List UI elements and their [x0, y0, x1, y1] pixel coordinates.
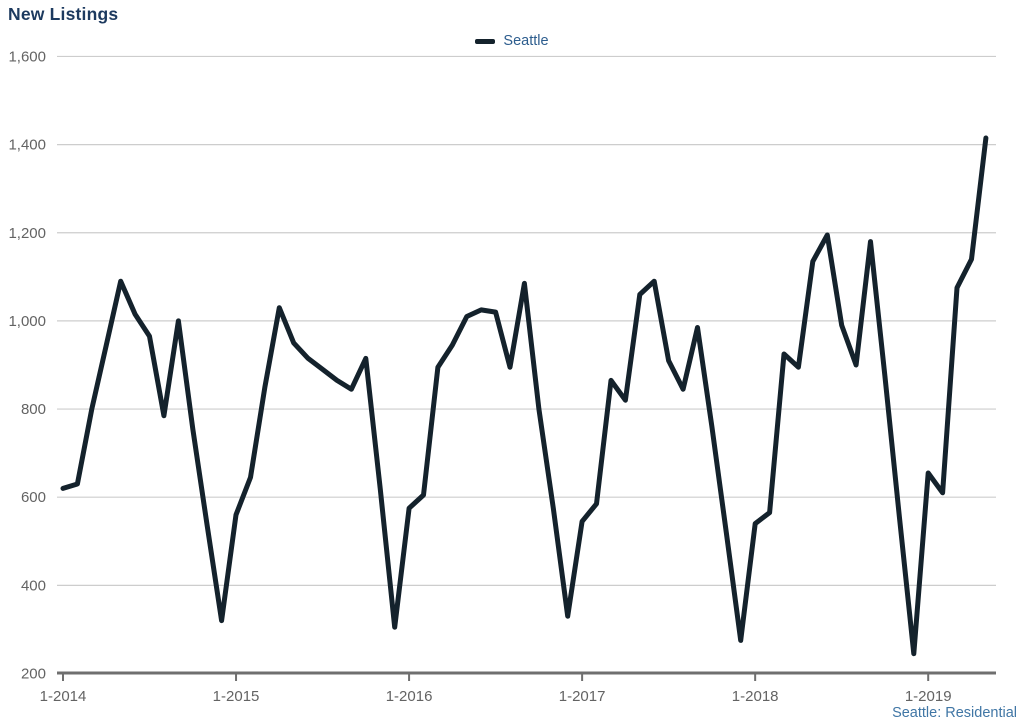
y-axis-label: 1,400: [8, 137, 46, 154]
y-axis-label: 800: [21, 401, 46, 418]
chart-source-label: Seattle: Residential: [892, 705, 1017, 721]
y-axis-label: 600: [21, 489, 46, 506]
x-axis-label: 1-2017: [559, 688, 606, 705]
y-axis-label: 1,000: [8, 313, 46, 330]
x-axis-label: 1-2016: [386, 688, 433, 705]
y-axis-label: 400: [21, 577, 46, 594]
seattle-series-line: [60, 135, 989, 657]
y-axis-label: 200: [21, 666, 46, 683]
y-axis-label: 1,600: [8, 48, 46, 65]
y-axis-label: 1,200: [8, 225, 46, 242]
x-axis-label: 1-2018: [732, 688, 779, 705]
x-axis-label: 1-2015: [213, 688, 260, 705]
chart-title: New Listings: [8, 4, 119, 24]
x-axis-label: 1-2014: [40, 688, 87, 705]
x-axis-label: 1-2019: [905, 688, 952, 705]
